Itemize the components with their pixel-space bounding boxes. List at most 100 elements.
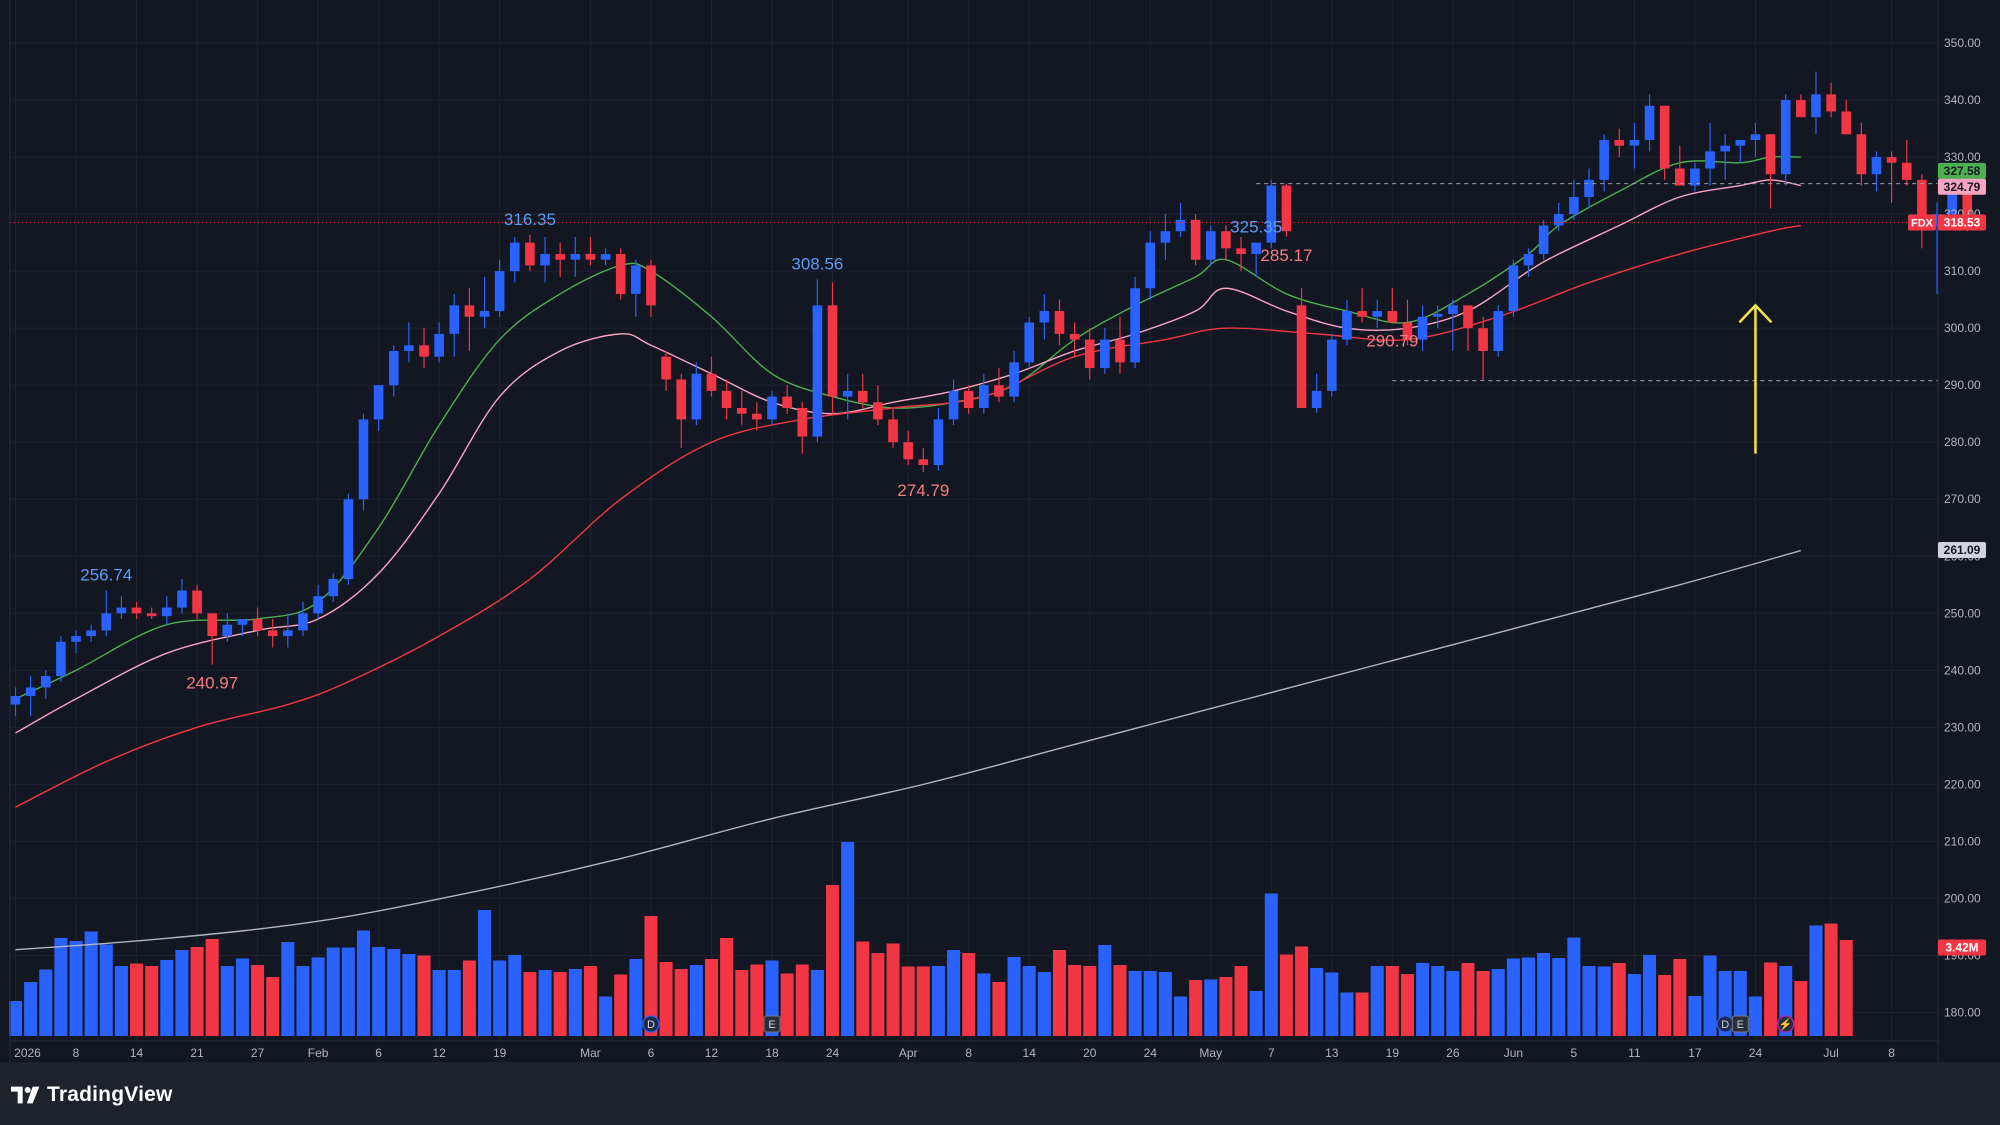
event-marker-label: D <box>1721 1019 1729 1031</box>
candlestick <box>343 493 354 585</box>
x-axis-tick-label: 18 <box>765 1046 779 1060</box>
price-annotation: 308.56 <box>791 254 843 273</box>
volume-bar <box>992 982 1006 1036</box>
candlestick <box>1811 71 1821 135</box>
candlestick <box>479 276 490 329</box>
x-axis-tick-label: 24 <box>1749 1046 1763 1060</box>
volume-bar <box>614 974 628 1036</box>
volume-bar <box>205 939 219 1036</box>
volume-bar <box>1416 963 1430 1036</box>
volume-bar <box>538 970 552 1036</box>
candlestick <box>1886 151 1897 203</box>
event-marker-label: ⚡ <box>1779 1018 1793 1031</box>
volume-bar <box>1022 966 1036 1036</box>
candle-body <box>918 459 929 466</box>
volume-bar <box>1083 966 1097 1036</box>
x-axis-tick-label: 2026 <box>14 1046 41 1060</box>
volume-bar <box>1612 963 1626 1036</box>
candlestick <box>388 345 399 397</box>
price-scale-label-text: 324.79 <box>1944 180 1981 194</box>
volume-bar <box>1461 963 1475 1036</box>
candle-body <box>1584 179 1594 197</box>
candle-body <box>1084 339 1095 369</box>
volume-bar <box>1537 953 1551 1036</box>
candle-body <box>1720 145 1730 152</box>
candle-body <box>419 345 429 357</box>
price-scale-label: 327.58 <box>1938 162 1986 179</box>
candlestick <box>1236 236 1246 272</box>
bottom-bar <box>0 1062 2000 1125</box>
volume-bar <box>1355 992 1369 1036</box>
event-marker-label: D <box>647 1019 655 1031</box>
candle-body <box>404 345 414 351</box>
candlestick <box>1432 305 1443 329</box>
volume-bar <box>1688 996 1702 1036</box>
volume-bar <box>190 947 204 1036</box>
volume-bar <box>689 965 703 1036</box>
candle-body <box>71 636 81 642</box>
candle-body <box>1826 94 1836 112</box>
candle-body <box>994 385 1004 397</box>
y-axis-tick-label: 270.00 <box>1944 492 1981 506</box>
candle-body <box>585 254 596 260</box>
candlestick <box>1599 134 1609 192</box>
y-axis-tick-label: 280.00 <box>1944 435 1981 449</box>
candle-body <box>1145 242 1156 289</box>
volume-bar <box>1597 966 1611 1036</box>
candlestick <box>1130 276 1140 369</box>
candle-body <box>1160 231 1171 243</box>
volume-bar <box>145 966 159 1036</box>
price-scale-label-bg <box>1938 542 1986 559</box>
candle-body <box>1478 328 1488 351</box>
candlestick <box>434 322 444 363</box>
candlestick <box>1281 183 1292 237</box>
volume-bar <box>160 960 174 1036</box>
volume-bar <box>1794 981 1808 1036</box>
candle-body <box>736 408 747 414</box>
tradingview-logo[interactable]: TradingView <box>11 1083 173 1107</box>
candle-body <box>1266 185 1277 243</box>
x-axis-tick-label: Apr <box>899 1046 918 1060</box>
candle-body <box>767 396 777 420</box>
volume-bar <box>508 955 522 1036</box>
price-scale-label-bg <box>1938 162 1986 179</box>
candlestick <box>404 322 414 363</box>
x-axis-tick-label: 8 <box>1888 1046 1895 1060</box>
candlestick <box>1100 328 1110 374</box>
candle-body <box>1205 231 1216 260</box>
candlestick <box>86 624 96 642</box>
candlestick <box>1311 373 1322 413</box>
candlestick <box>1327 333 1337 397</box>
candle-body <box>615 254 626 294</box>
candle-body <box>1190 219 1201 260</box>
candle-body <box>1675 168 1685 186</box>
candlestick <box>101 590 112 637</box>
volume-bar <box>1400 974 1414 1036</box>
candlestick <box>676 373 687 448</box>
volume-bar <box>372 947 386 1036</box>
candle-body <box>1402 322 1413 340</box>
candlestick <box>979 373 989 414</box>
candlestick <box>1629 122 1640 169</box>
volume-bar <box>1295 946 1309 1036</box>
candle-body <box>1009 362 1019 397</box>
price-annotation: 290.79 <box>1366 331 1418 350</box>
candle-body <box>1296 305 1307 408</box>
candle-body <box>358 419 369 500</box>
candle-body <box>449 305 460 334</box>
volume-bar <box>931 966 945 1036</box>
volume-bar <box>432 970 446 1036</box>
candlestick <box>1251 242 1261 277</box>
volume-bar <box>795 964 809 1036</box>
candlestick <box>1780 94 1791 186</box>
candle-body <box>1236 248 1246 255</box>
x-axis-tick-label: 13 <box>1325 1046 1339 1060</box>
price-scale-label: 3.42M <box>1938 939 1986 956</box>
candlestick <box>509 236 520 283</box>
candlestick <box>827 282 838 414</box>
candlestick <box>298 601 308 637</box>
volume-bar <box>1113 965 1127 1036</box>
volume-bar <box>1234 966 1248 1036</box>
candle-body <box>933 419 944 466</box>
